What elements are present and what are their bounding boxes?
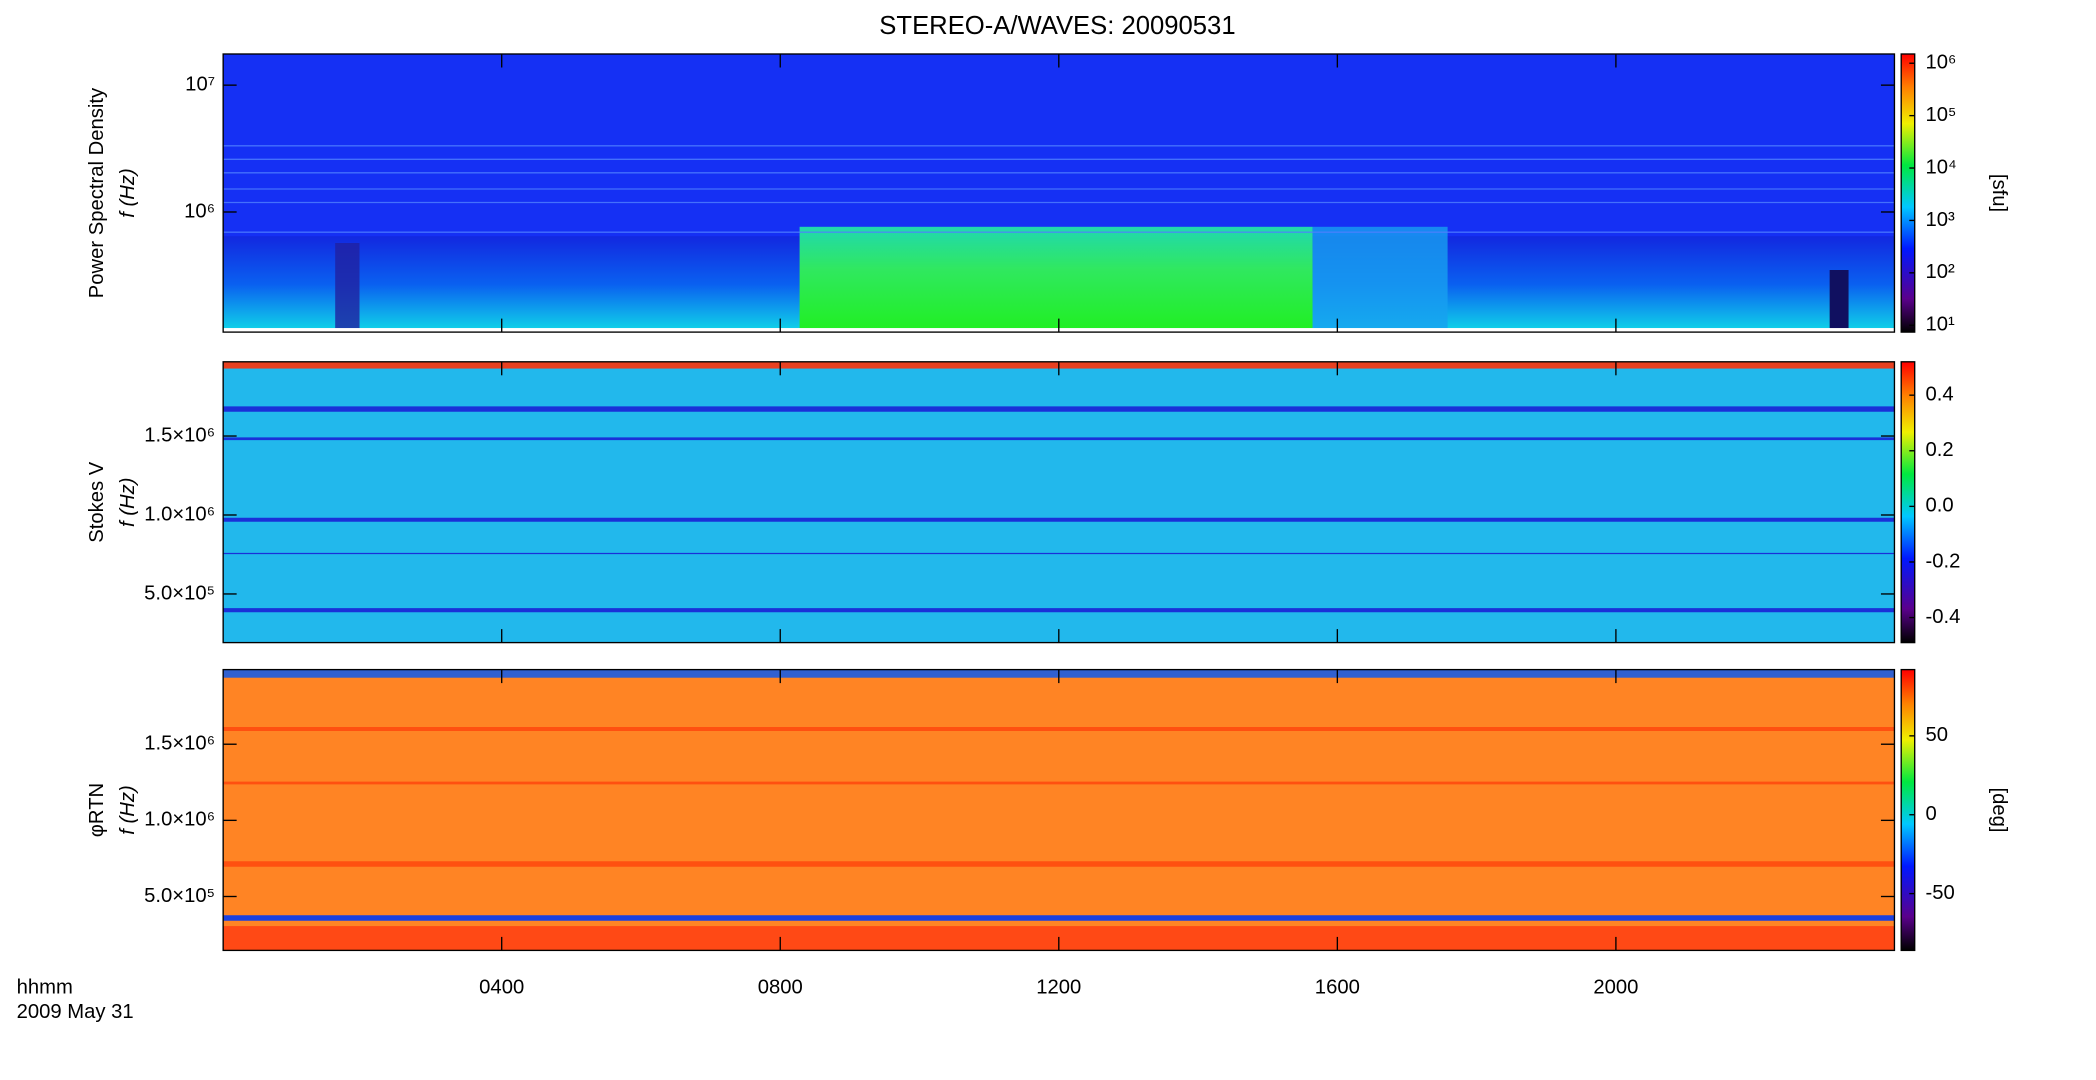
colorbar-tick-label: 10³ <box>1925 209 1955 231</box>
colorbar-tick-label: 10⁶ <box>1925 52 1956 74</box>
colorbar-tick-label: 0.4 <box>1925 384 1953 406</box>
y-tick-label: 10⁷ <box>185 73 215 95</box>
x-tick-label: 0800 <box>758 977 803 999</box>
heatmap-band <box>335 243 360 333</box>
heatmap-band <box>1829 270 1849 333</box>
colorbar <box>1900 53 1916 333</box>
spectrogram-2 <box>223 361 1895 643</box>
colorbar-tick-label: 0.2 <box>1925 439 1953 461</box>
y-tick-label: 1.0×10⁶ <box>144 809 215 831</box>
title: STEREO-A/WAVES: 20090531 <box>879 12 1235 40</box>
y-tick-label: 1.5×10⁶ <box>144 424 215 446</box>
y-axis-label: f (Hz) <box>117 785 139 835</box>
heatmap-lines <box>223 726 1895 867</box>
heatmap-bg <box>223 669 1895 951</box>
colorbar-tick-label: 0 <box>1925 803 1936 825</box>
x-axis-label: 2009 May 31 <box>17 1001 134 1023</box>
y-axis-label: Power Spectral Density <box>86 87 108 298</box>
spectrogram-1 <box>223 54 1895 333</box>
y-axis-label: Stokes V <box>86 461 108 543</box>
y-tick-label: 10⁶ <box>184 200 215 222</box>
y-axis-label: φRTN <box>86 783 108 837</box>
heatmap-bg <box>223 361 1895 643</box>
y-axis-label: f (Hz) <box>117 168 139 218</box>
x-axis-label: hhmm <box>17 977 73 999</box>
y-tick-label: 1.5×10⁶ <box>144 733 215 755</box>
y-tick-label: 5.0×10⁵ <box>144 885 215 907</box>
y-tick-label: 5.0×10⁵ <box>144 582 215 604</box>
colorbar-tick-label: 0.0 <box>1925 495 1953 517</box>
colorbar-tick-label: 10⁴ <box>1925 156 1956 178</box>
spectrogram-3 <box>223 669 1895 951</box>
heatmap-lines <box>223 145 1895 233</box>
x-tick-label: 1600 <box>1315 977 1360 999</box>
colorbar-tick-label: -0.2 <box>1925 550 1960 572</box>
colorbar-tick-label: 10⁵ <box>1925 104 1956 126</box>
y-tick-label: 1.0×10⁶ <box>144 503 215 525</box>
heatmap-band <box>799 226 1313 333</box>
heatmap-lines <box>223 406 1895 613</box>
y-axis-label: f (Hz) <box>117 477 139 526</box>
colorbar-tick-label: 10¹ <box>1925 314 1955 336</box>
colorbar <box>1900 668 1916 952</box>
colorbar-tick-label: 50 <box>1925 724 1948 746</box>
colorbar-tick-label: 10² <box>1925 261 1955 283</box>
x-tick-label: 2000 <box>1593 977 1638 999</box>
colorbar-label: [deg] <box>1988 787 2010 832</box>
colorbar-label: [sfu] <box>1988 174 2010 212</box>
colorbar-tick-label: -0.4 <box>1925 606 1960 628</box>
heatmap-band <box>1312 226 1448 333</box>
x-tick-label: 1200 <box>1036 977 1081 999</box>
x-tick-label: 0400 <box>479 977 524 999</box>
colorbar <box>1900 361 1916 644</box>
colorbar-tick-label: -50 <box>1925 882 1954 904</box>
